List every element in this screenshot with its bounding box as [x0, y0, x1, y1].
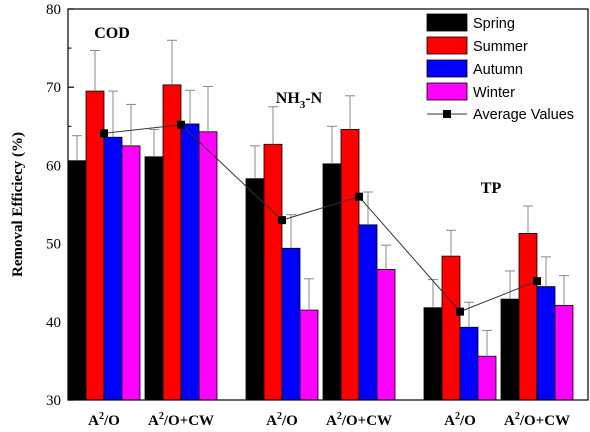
group-label: COD	[94, 25, 130, 42]
legend-swatch-spring	[426, 13, 468, 32]
y-tick-label: 30	[46, 393, 61, 409]
x-category-label: A2/O+CW	[504, 411, 570, 429]
bar-summer	[162, 84, 182, 401]
bar-spring	[144, 156, 164, 401]
y-tick-label: 60	[46, 158, 61, 174]
group-label: NH3-N	[276, 90, 323, 111]
y-tick-label: 80	[46, 2, 61, 18]
legend-average-marker	[443, 110, 451, 118]
average-point	[278, 216, 286, 225]
legend-label: Summer	[473, 39, 528, 55]
bar-winter	[554, 304, 574, 401]
bar-winter	[299, 309, 319, 401]
average-point	[456, 307, 464, 316]
y-tick-label: 40	[46, 315, 61, 331]
average-line	[103, 124, 538, 313]
x-category-label: A2/O	[88, 411, 120, 429]
group-label: TP	[481, 180, 502, 197]
bar-autumn	[536, 286, 556, 401]
y-axis-title: Removal Efficiecy (%)	[10, 132, 26, 277]
bar-autumn	[358, 224, 378, 401]
bar-autumn	[459, 326, 479, 401]
bar-spring	[67, 160, 87, 401]
legend-label: Autumn	[473, 62, 523, 78]
average-line-layer	[100, 120, 541, 316]
bar-spring	[423, 307, 443, 401]
y-tick-label: 50	[46, 237, 61, 253]
bar-autumn	[180, 123, 200, 401]
bar-summer	[263, 143, 283, 401]
legend-label: Average Values	[473, 107, 574, 123]
legend-swatch-autumn	[426, 59, 468, 78]
bar-winter	[376, 269, 396, 401]
bar-spring	[500, 298, 520, 401]
bar-summer	[441, 255, 461, 401]
x-category-label: A2/O+CW	[326, 411, 392, 429]
bar-autumn	[281, 247, 301, 401]
bar-spring	[245, 178, 265, 401]
labels-layer: 30 40 50 60 70 80 A2/O A2/O+CW A2/O A2/O+CW A2/O A2…	[10, 2, 570, 429]
legend-swatch-summer	[426, 36, 468, 55]
x-category-label: A2/O	[444, 411, 476, 429]
bar-summer	[85, 90, 105, 401]
bars-layer	[67, 84, 574, 401]
bar-winter	[477, 355, 497, 401]
average-point	[533, 277, 541, 286]
average-point	[355, 192, 363, 201]
axes-layer	[67, 8, 589, 401]
legend-label: Winter	[473, 85, 515, 101]
legend: Spring Summer Autumn Winter Average Values	[426, 13, 574, 123]
legend-swatch-winter	[426, 82, 468, 101]
x-category-label: A2/O	[266, 411, 298, 429]
x-category-label: A2/O+CW	[148, 411, 214, 429]
bar-spring	[322, 163, 342, 401]
bar-summer	[340, 129, 360, 401]
average-point	[100, 129, 108, 138]
y-tick-label: 70	[46, 80, 61, 96]
bar-autumn	[103, 136, 123, 401]
bar-winter	[121, 145, 141, 401]
bar-summer	[518, 233, 538, 401]
error-bars-layer	[72, 39, 569, 357]
legend-label: Spring	[473, 16, 515, 32]
bar-winter	[198, 131, 218, 401]
average-point	[177, 120, 185, 129]
